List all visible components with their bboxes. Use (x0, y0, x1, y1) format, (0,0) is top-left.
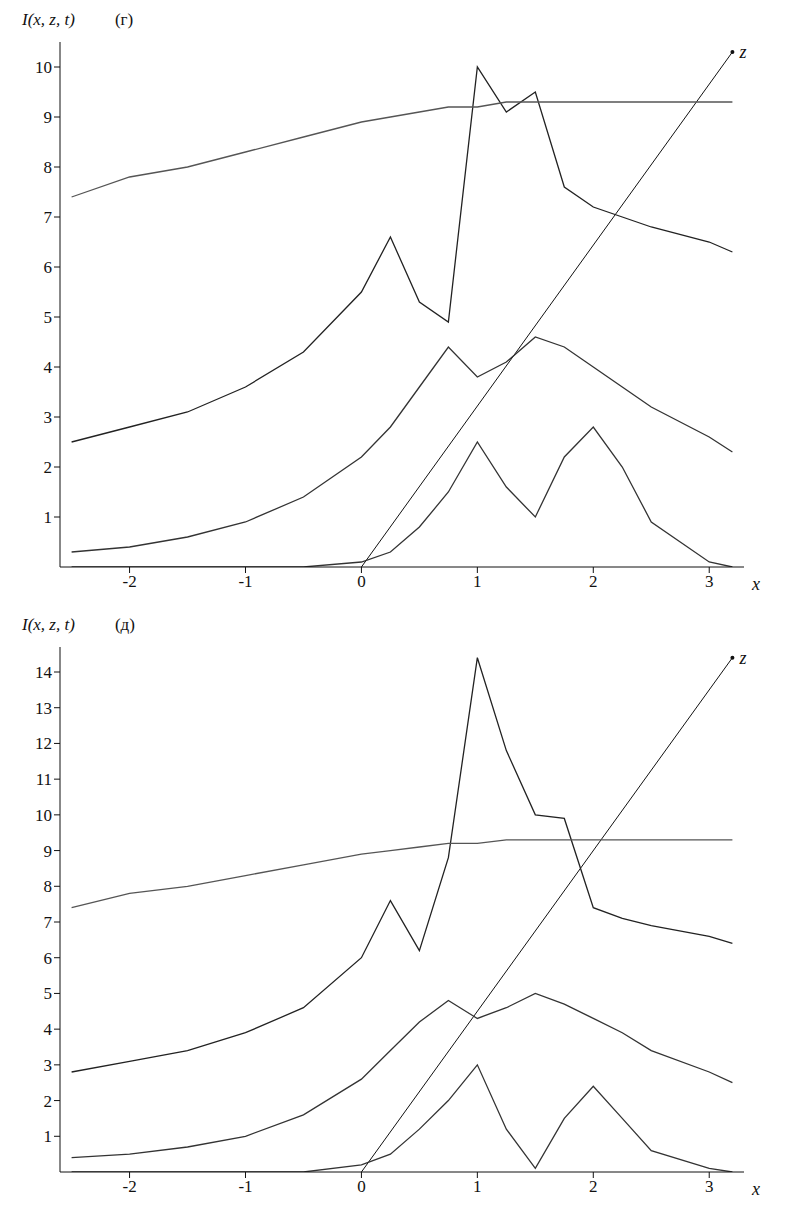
svg-text:13: 13 (35, 699, 52, 718)
svg-text:1: 1 (44, 508, 53, 527)
svg-text:8: 8 (44, 158, 53, 177)
svg-text:1: 1 (473, 1177, 482, 1196)
svg-text:z: z (738, 648, 746, 668)
svg-text:2: 2 (44, 1092, 53, 1111)
svg-text:3: 3 (44, 408, 53, 427)
html-text:(д): (д) (114, 615, 135, 634)
svg-text:2: 2 (589, 572, 598, 591)
svg-text:2: 2 (589, 1177, 598, 1196)
svg-text:3: 3 (705, 572, 714, 591)
svg-text:-1: -1 (238, 572, 252, 591)
html-text:I(x, z, t): I(x, z, t) (22, 10, 75, 29)
svg-text:-2: -2 (122, 572, 136, 591)
svg-text:6: 6 (44, 258, 53, 277)
svg-text:3: 3 (44, 1056, 53, 1075)
svg-text:9: 9 (44, 108, 53, 127)
svg-text:4: 4 (44, 358, 53, 377)
svg-text:2: 2 (44, 458, 53, 477)
svg-text:0: 0 (357, 1177, 366, 1196)
svg-text:1: 1 (473, 572, 482, 591)
svg-text:1: 1 (44, 1127, 53, 1146)
html-text:I(x, z, t): I(x, z, t) (22, 615, 75, 634)
svg-text:10: 10 (35, 806, 52, 825)
svg-text:5: 5 (44, 984, 53, 1003)
svg-text:x: x (751, 1179, 760, 1199)
svg-text:10: 10 (35, 58, 52, 77)
svg-text:z: z (738, 42, 746, 62)
svg-text:3: 3 (705, 1177, 714, 1196)
svg-text:6: 6 (44, 949, 53, 968)
html-text:(г): (г) (114, 10, 134, 29)
svg-text:5: 5 (44, 308, 53, 327)
svg-text:x: x (751, 574, 760, 594)
svg-text:0: 0 (357, 572, 366, 591)
svg-text:7: 7 (44, 913, 53, 932)
svg-text:14: 14 (35, 663, 53, 682)
svg-text:9: 9 (44, 842, 53, 861)
svg-text:7: 7 (44, 208, 53, 227)
svg-text:12: 12 (35, 734, 52, 753)
svg-text:-2: -2 (122, 1177, 136, 1196)
svg-text:4: 4 (44, 1020, 53, 1039)
svg-text:8: 8 (44, 877, 53, 896)
svg-text:11: 11 (36, 770, 52, 789)
svg-text:-1: -1 (238, 1177, 252, 1196)
